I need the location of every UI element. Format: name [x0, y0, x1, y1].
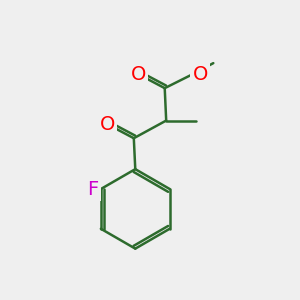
- Text: O: O: [130, 65, 146, 84]
- Text: O: O: [193, 65, 208, 84]
- Text: F: F: [87, 179, 98, 199]
- Text: O: O: [100, 116, 115, 134]
